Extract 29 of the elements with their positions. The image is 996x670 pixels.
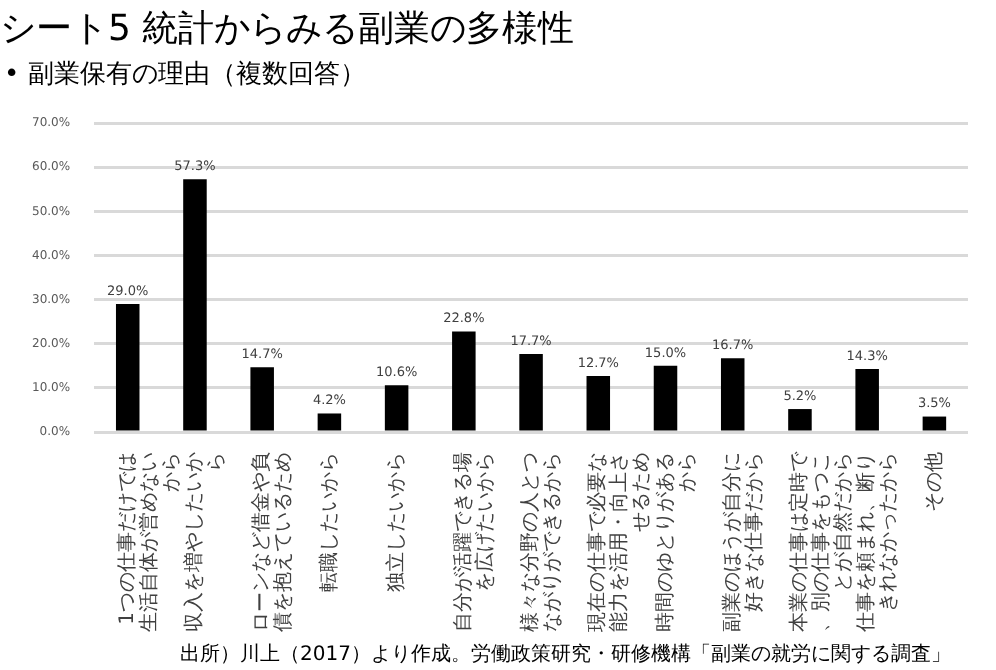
x-tick-label: 自分が活躍できる場を広げたいから (451, 452, 498, 632)
bar (183, 179, 207, 431)
chart-title: シート5 統計からみる副業の多様性 (0, 6, 575, 52)
bar (586, 375, 611, 431)
text: 出所）川上（2017）より作成。労働政策研究・研修機構「副業の就労に関する調査」 (180, 641, 951, 668)
x-tick-label: 独立したいから (383, 452, 408, 592)
x-tick-label: その他 (921, 452, 946, 512)
x-tick-label: 1つの仕事だけでは生活自体が営めないから (114, 452, 183, 632)
bar (720, 358, 745, 431)
x-tick-label: 様々な分野の人とつながりができるから (518, 452, 565, 632)
bar (519, 353, 543, 431)
x-tick-label: 収入を増やしたいから (182, 452, 229, 632)
bar (384, 385, 409, 431)
bar (788, 409, 812, 431)
x-tick-label: ローンなど借金や負債を抱えているため (249, 452, 296, 632)
bar (317, 413, 342, 431)
bar (922, 416, 947, 431)
chart-subtitle: • 副業保有の理由（複数回答） (4, 58, 366, 92)
x-tick-label: 仕事を頼まれ、断りきれなかったから (854, 452, 901, 632)
x-tick-label: 時間のゆとりがあるから (652, 452, 699, 632)
x-tick-label: 現在の仕事で必要な能力を活用・向上させるため (585, 452, 654, 632)
bar (250, 367, 274, 431)
bar (452, 331, 476, 431)
bar (115, 304, 140, 431)
x-tick-label: 転職したいから (316, 452, 341, 592)
x-tick-label: 副業のほうが自分に好きな仕事だから (719, 452, 766, 632)
bar (653, 365, 678, 431)
x-tick-label: 本業の仕事は定時で、別の仕事をもつことが自然だから (787, 450, 856, 632)
bar (855, 368, 879, 431)
